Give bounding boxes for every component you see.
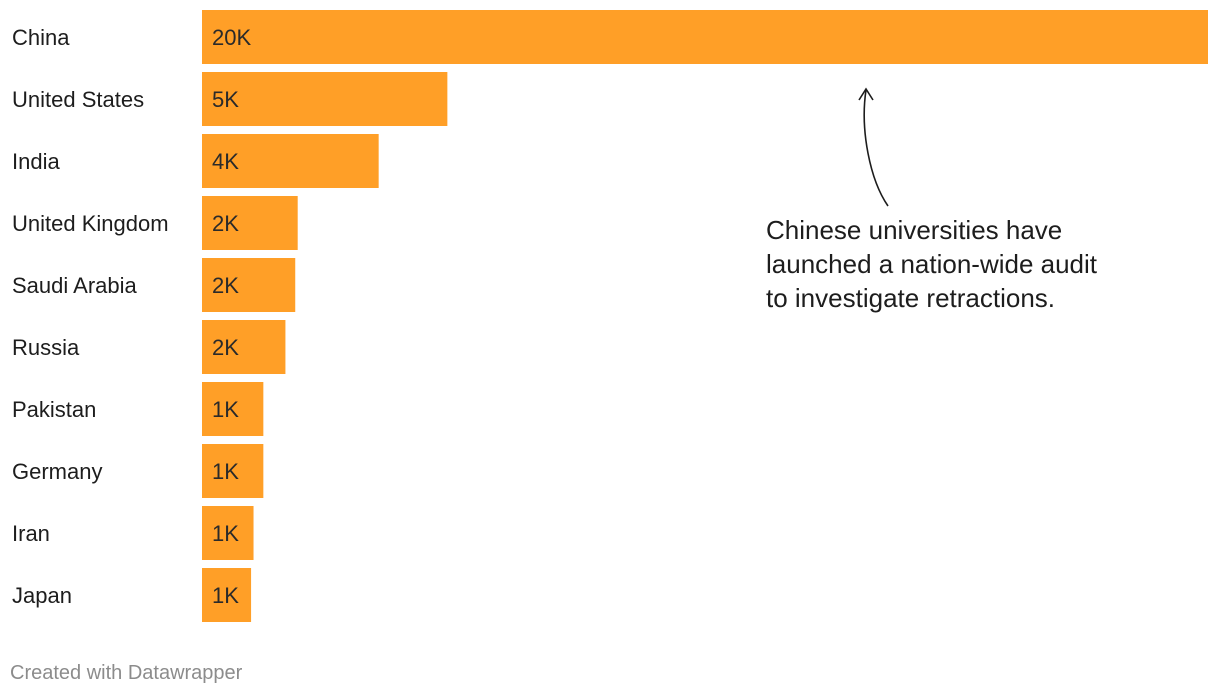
annotation-arrowhead xyxy=(858,87,874,101)
bar-united-kingdom xyxy=(202,196,298,250)
category-label: Germany xyxy=(12,459,102,484)
value-label: 1K xyxy=(212,397,239,422)
annotation-line: to investigate retractions. xyxy=(766,283,1056,313)
value-label: 2K xyxy=(212,211,239,236)
annotation-text: Chinese universities have launched a nat… xyxy=(766,213,1186,315)
category-label: Russia xyxy=(12,335,80,360)
value-label: 20K xyxy=(212,25,251,50)
labels-group: China 20K United States 5K India 4K United Kin… xyxy=(12,25,251,608)
category-label: China xyxy=(12,25,70,50)
bar-saudi-arabia xyxy=(202,258,296,312)
category-label: India xyxy=(12,149,60,174)
bars-group xyxy=(202,10,1208,622)
credit-text: Created with Datawrapper xyxy=(10,662,243,684)
value-label: 5K xyxy=(212,87,239,112)
category-label: United Kingdom xyxy=(12,211,169,236)
bar-china xyxy=(202,10,1208,64)
annotation-line: Chinese universities have xyxy=(766,215,1063,245)
bar-germany xyxy=(202,444,264,498)
value-label: 1K xyxy=(212,459,239,484)
category-label: Iran xyxy=(12,521,50,546)
value-label: 4K xyxy=(212,149,239,174)
bar-iran xyxy=(202,506,254,560)
category-label: United States xyxy=(12,87,144,112)
bar-united-states xyxy=(202,72,448,126)
value-label: 2K xyxy=(212,273,239,298)
annotation-line: launched a nation-wide audit xyxy=(766,249,1098,279)
bar-japan xyxy=(202,568,252,622)
value-label: 1K xyxy=(212,583,239,608)
bar-india xyxy=(202,134,379,188)
bar-russia xyxy=(202,320,286,374)
annotation-arrow xyxy=(863,89,889,207)
category-label: Japan xyxy=(12,583,72,608)
category-label: Saudi Arabia xyxy=(12,273,138,298)
value-label: 2K xyxy=(212,335,239,360)
bar-pakistan xyxy=(202,382,264,436)
value-label: 1K xyxy=(212,521,239,546)
category-label: Pakistan xyxy=(12,397,96,422)
